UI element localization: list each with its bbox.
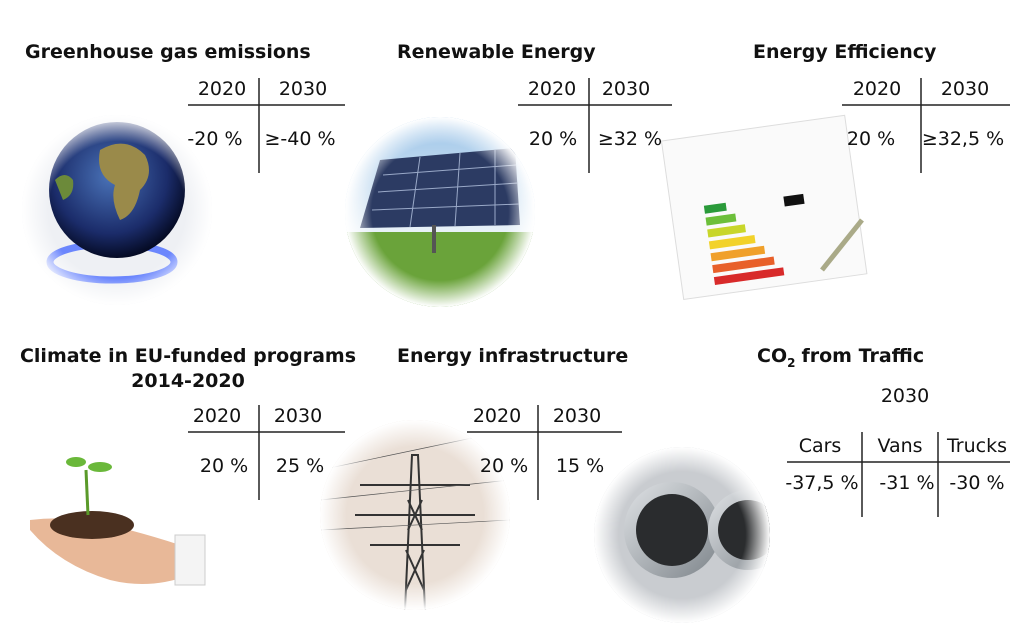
table-value: -31 %	[879, 472, 934, 494]
table-value: ≥32,5 %	[922, 128, 1004, 150]
column-header: Cars	[799, 435, 842, 457]
panel-title: Energy infrastructure	[397, 345, 628, 367]
panel-subtitle: 2014-2020	[131, 370, 245, 392]
column-header: 2020	[473, 405, 521, 427]
table-value: 20 %	[529, 128, 577, 150]
column-header: 2020	[193, 405, 241, 427]
pipes-image	[594, 447, 770, 623]
column-header: Trucks	[946, 435, 1007, 457]
panel-title: Climate in EU-funded programs	[20, 345, 356, 367]
earth-image	[22, 115, 212, 305]
title-subscript: 2	[787, 356, 795, 370]
pylon-image	[320, 420, 510, 610]
column-header: 2030	[274, 405, 322, 427]
table-value: -37,5 %	[785, 472, 858, 494]
energy-label-image	[660, 114, 868, 301]
table-value: 20 %	[480, 455, 528, 477]
column-header: 2030	[279, 78, 327, 100]
table-value: 15 %	[556, 455, 604, 477]
plant-image	[30, 457, 206, 586]
column-header: 2020	[528, 78, 576, 100]
title-rest: from Traffic	[801, 345, 924, 367]
column-header: Vans	[877, 435, 922, 457]
column-header: 2020	[853, 78, 901, 100]
year-header: 2030	[881, 385, 929, 407]
panel-title: Greenhouse gas emissions	[25, 41, 311, 63]
table-value: -30 %	[949, 472, 1004, 494]
table-value: ≥32 %	[598, 128, 662, 150]
panel-title: CO2 from Traffic	[757, 345, 924, 370]
column-header: 2030	[553, 405, 601, 427]
panel-title: Renewable Energy	[397, 41, 596, 63]
column-header: 2030	[602, 78, 650, 100]
table-value: 20 %	[847, 128, 895, 150]
column-header: 2030	[941, 78, 989, 100]
panel-title: Energy Efficiency	[753, 41, 937, 63]
solar-image	[345, 117, 535, 307]
table-value: ≥-40 %	[264, 128, 335, 150]
table-value: 25 %	[276, 455, 324, 477]
table-value: 20 %	[200, 455, 248, 477]
title-main: CO	[757, 345, 787, 367]
column-header: 2020	[198, 78, 246, 100]
table-value: -20 %	[187, 128, 242, 150]
